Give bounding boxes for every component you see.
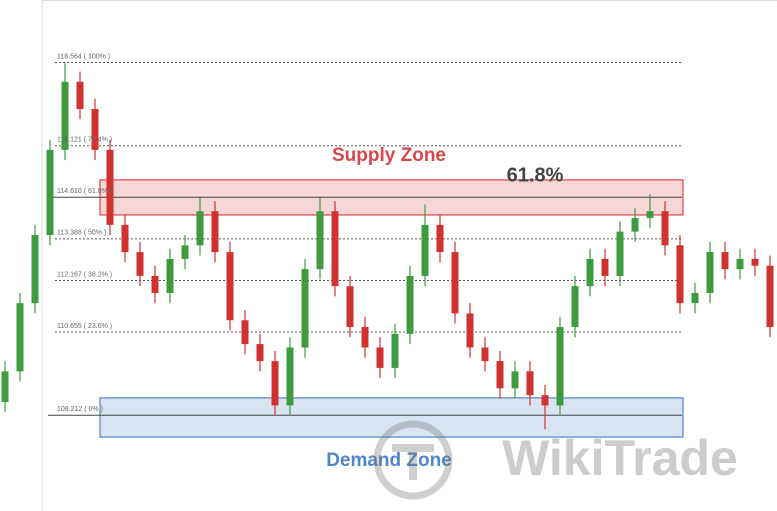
candle-body (391, 333, 399, 368)
candle-body (496, 361, 504, 389)
candle-body (436, 224, 444, 253)
candle-body (601, 258, 609, 276)
candle-body (721, 252, 729, 270)
candle-body (61, 81, 69, 150)
candle-body (106, 149, 114, 225)
fib-label: 118.564 ( 100% ) (57, 53, 110, 60)
candle-body (616, 231, 624, 276)
candle-body (736, 258, 744, 270)
zone-label: Demand Zone (326, 450, 452, 471)
candle-body (136, 252, 144, 276)
zone (99, 397, 684, 438)
candle-body (16, 303, 24, 372)
candle-body (1, 371, 9, 402)
candle-body (121, 224, 129, 253)
candle-body (586, 258, 594, 287)
candle-body (256, 344, 264, 362)
fib-label: 108.212 ( 0% ) (57, 406, 103, 413)
fib-label: 114.610 ( 61.8% ) (57, 188, 112, 195)
candle-body (376, 347, 384, 368)
candle-body (226, 252, 234, 321)
candle-body (466, 313, 474, 348)
candle-body (751, 258, 759, 266)
candle-body (766, 265, 774, 328)
candle-body (511, 371, 519, 389)
candle-body (271, 361, 279, 406)
candle-body (646, 211, 654, 219)
candle-body (181, 245, 189, 259)
candle-body (286, 347, 294, 406)
candle-body (676, 245, 684, 304)
candle-body (421, 224, 429, 276)
candle-body (301, 269, 309, 348)
candle-body (316, 211, 324, 270)
candle-body (46, 149, 54, 236)
watermark-logo (373, 420, 453, 500)
candle-body (541, 395, 549, 406)
candle-body (481, 347, 489, 362)
fib-label: 110.655 ( 23.6% ) (57, 323, 112, 330)
candle-body (211, 211, 219, 253)
candle-body (661, 211, 669, 246)
candle-body (571, 286, 579, 328)
candle-body (196, 211, 204, 246)
candle-body (91, 109, 99, 150)
candle-body (556, 327, 564, 406)
candle-body (691, 292, 699, 304)
fib-label: 116.121 ( 76.4% ) (57, 137, 112, 144)
candle-body (526, 371, 534, 396)
fib-label: 112.167 ( 38.2% ) (57, 271, 112, 278)
candle-body (706, 252, 714, 293)
candle-body (346, 286, 354, 328)
candle-body (361, 327, 369, 348)
zone-label: Supply Zone (332, 145, 446, 166)
fib-label: 113.388 ( 50% ) (57, 230, 106, 237)
candle-body (331, 211, 339, 287)
candle-body (631, 218, 639, 232)
candle-body (451, 252, 459, 314)
candle-body (31, 235, 39, 304)
watermark: WikiTrade (502, 430, 738, 486)
candle-body (406, 275, 414, 334)
candle-body (76, 81, 84, 110)
candle-body (241, 320, 249, 345)
candle-body (151, 275, 159, 293)
candle-body (166, 258, 174, 293)
annotation: 61.8% (507, 164, 564, 186)
